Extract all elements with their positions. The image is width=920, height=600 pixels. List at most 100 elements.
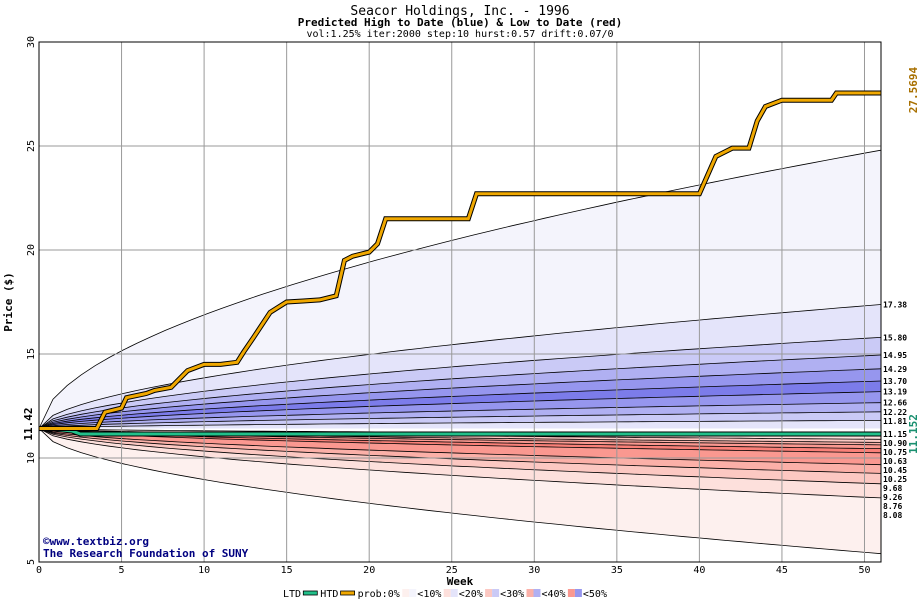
- y-axis: 5 10 15 20 25 30: [26, 36, 37, 565]
- plot-frame: [38, 41, 882, 563]
- x-tick-label: 40: [693, 565, 705, 576]
- x-tick-label: 30: [528, 565, 540, 576]
- legend-htd-swatch: [340, 590, 356, 596]
- upper-band-0: [39, 150, 881, 429]
- y-tick-label: 30: [26, 36, 37, 48]
- y-tick-label: 10: [26, 452, 37, 464]
- low-final-value: 11.152: [907, 414, 920, 454]
- y-tick-label: 25: [26, 140, 37, 152]
- band-value-label: 11.81: [883, 417, 907, 426]
- legend-ltd-swatch: [302, 590, 318, 596]
- band-boundary-16: [38, 428, 882, 466]
- band-boundary-6: [38, 391, 882, 429]
- legend-band-label: <50%: [583, 589, 607, 600]
- band-value-label: 12.22: [883, 408, 907, 417]
- upper-band-5: [39, 381, 881, 429]
- band-boundary-15: [38, 428, 882, 454]
- lower-band-3: [39, 428, 881, 449]
- band-value-label: 11.15: [883, 430, 907, 439]
- legend-band-label: <20%: [459, 589, 483, 600]
- legend-band-swatch-red: [443, 589, 451, 597]
- chart-title: Seacor Holdings, Inc. - 1996: [350, 4, 569, 19]
- chart-params: vol:1.25% iter:2000 step:10 hurst:0.57 d…: [306, 29, 613, 40]
- band-boundary-3: [38, 354, 882, 429]
- lower-band-8: [39, 428, 881, 498]
- band-value-label: 8.76: [883, 502, 902, 511]
- band-value-label: 12.66: [883, 399, 907, 408]
- x-axis: 0 5 10 15 20 25 30 35 40 45 50: [36, 565, 871, 576]
- start-price-label: 11.42: [22, 407, 35, 440]
- credit-org: The Research Foundation of SUNY: [43, 547, 249, 560]
- lower-band-9: [39, 428, 881, 554]
- lower-band-1: [39, 428, 881, 443]
- x-axis-label: Week: [447, 575, 474, 588]
- upper-band-4: [39, 368, 881, 429]
- x-tick-label: 50: [858, 565, 870, 576]
- htd-line: [39, 91, 881, 430]
- band-boundary-7: [38, 402, 882, 429]
- legend-band-swatch-red: [402, 589, 410, 597]
- high-final-value: 27.5694: [907, 66, 920, 113]
- lower-band-7: [39, 428, 881, 484]
- band-value-label: 17.38: [883, 301, 907, 310]
- band-value-label: 15.80: [883, 333, 907, 342]
- x-tick-label: 0: [36, 565, 42, 576]
- band-value-label: 13.19: [883, 388, 907, 397]
- legend-band-swatch-blue: [574, 589, 582, 597]
- band-boundary-20: [38, 428, 882, 555]
- legend-band-swatch-red: [485, 589, 493, 597]
- x-tick-label: 20: [363, 565, 375, 576]
- x-tick-label: 10: [198, 565, 210, 576]
- legend-band-label: <40%: [542, 589, 566, 600]
- band-boundary-4: [38, 368, 882, 429]
- band-boundary-2: [38, 337, 882, 429]
- chart-subtitle: Predicted High to Date (blue) & Low to D…: [298, 16, 623, 29]
- upper-band-3: [39, 355, 881, 429]
- legend-band-label: <30%: [500, 589, 524, 600]
- upper-band-7: [39, 402, 881, 429]
- band-boundary-9: [38, 419, 881, 429]
- x-tick-label: 45: [776, 565, 788, 576]
- band-boundary-17: [38, 428, 882, 474]
- lower-band-4: [39, 428, 881, 453]
- x-tick-label: 5: [119, 565, 125, 576]
- x-tick-label: 25: [446, 565, 458, 576]
- band-value-label: 10.75: [883, 448, 907, 457]
- band-boundary-0: [38, 149, 882, 429]
- legend: LTD HTD prob:0% <10% <20% <30% <40% <50%: [283, 589, 607, 600]
- lower-band-5: [39, 428, 881, 465]
- legend-band-swatch-blue: [492, 589, 500, 597]
- upper-band-1: [39, 304, 881, 429]
- band-boundary-18: [38, 428, 882, 485]
- band-value-labels: 17.38 15.80 14.95 14.29 13.70 13.19 12.6612.22…: [883, 301, 907, 521]
- band-value-label: 10.45: [883, 466, 907, 475]
- band-value-label: 10.90: [883, 439, 907, 448]
- x-tick-label: 15: [281, 565, 293, 576]
- legend-band-label: <10%: [417, 589, 441, 600]
- y-tick-label: 15: [26, 348, 37, 360]
- upper-band-6: [39, 391, 881, 429]
- upper-band-9: [39, 420, 881, 429]
- band-boundary-5: [38, 380, 882, 429]
- upper-band-2: [39, 337, 881, 429]
- band-value-label: 9.26: [883, 493, 902, 502]
- band-value-label: 8.08: [883, 511, 902, 520]
- lower-band-6: [39, 428, 881, 474]
- x-tick-label: 35: [611, 565, 623, 576]
- y-tick-label: 20: [26, 244, 37, 256]
- legend-ltd-label: LTD: [283, 589, 301, 600]
- legend-band-swatch-blue: [533, 589, 541, 597]
- band-value-label: 14.29: [883, 365, 907, 374]
- band-boundary-19: [38, 428, 882, 499]
- credit-site: ©www.textbiz.org: [43, 535, 149, 548]
- y-tick-label: 5: [26, 559, 37, 565]
- band-value-label: 14.95: [883, 351, 907, 360]
- band-value-label: 13.70: [883, 377, 907, 386]
- legend-band-swatch-blue: [450, 589, 458, 597]
- legend-band-swatch-red: [567, 589, 575, 597]
- band-value-label: 9.68: [883, 484, 902, 493]
- band-value-label: 10.25: [883, 475, 907, 484]
- grid: [38, 41, 881, 563]
- band-value-label: 10.63: [883, 457, 907, 466]
